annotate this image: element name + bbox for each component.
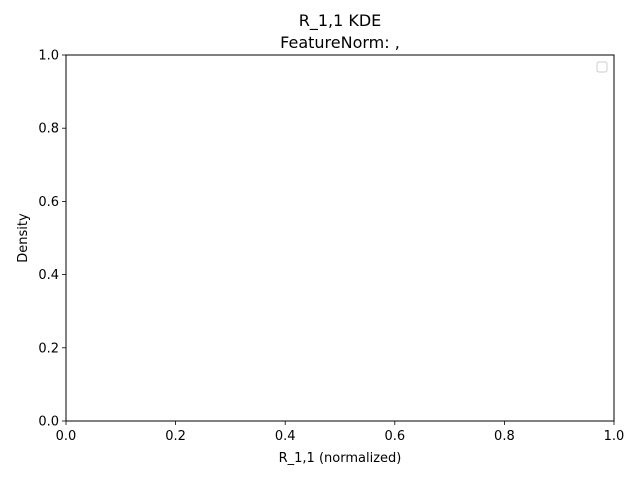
x-tick-label: 1.0 [604,429,625,444]
y-tick-label: 0.0 [38,415,59,430]
x-axis-label: R_1,1 (normalized) [279,451,402,466]
y-tick-label: 0.8 [38,122,59,137]
x-axis-ticks: 0.0 0.2 0.4 0.6 0.8 1.0 [56,421,625,444]
y-tick-label: 0.4 [38,268,59,283]
y-axis-ticks: 0.0 0.2 0.4 0.6 0.8 1.0 [38,49,66,430]
y-tick-label: 1.0 [38,49,59,64]
chart-title: R_1,1 KDE [299,11,382,31]
plot-area [66,55,614,421]
y-tick-label: 0.6 [38,195,59,210]
y-tick-label: 0.2 [38,341,59,356]
x-tick-label: 0.0 [56,429,77,444]
axes-background [66,55,614,421]
legend-box[interactable] [596,61,608,73]
y-axis-label: Density [16,213,31,263]
x-tick-label: 0.4 [275,429,296,444]
axes-frame [65,54,615,422]
x-tick-label: 0.8 [494,429,515,444]
x-tick-label: 0.6 [384,429,405,444]
x-tick-label: 0.2 [165,429,186,444]
chart-subtitle: FeatureNorm: , [280,33,400,52]
